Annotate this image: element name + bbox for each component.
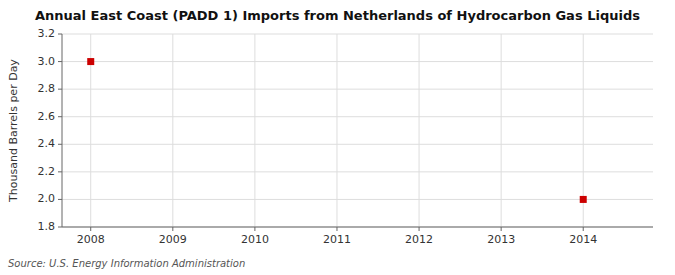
x-grid-line xyxy=(254,34,255,227)
y-tick xyxy=(58,61,62,62)
x-tick-label: 2014 xyxy=(569,233,597,246)
x-tick-label: 2008 xyxy=(77,233,105,246)
y-grid-line xyxy=(62,116,653,117)
x-tick-label: 2012 xyxy=(405,233,433,246)
y-grid-line xyxy=(62,227,653,228)
x-grid-line xyxy=(501,34,502,227)
title: Annual East Coast (PADD 1) Imports from … xyxy=(35,8,640,23)
y-grid-line xyxy=(62,171,653,172)
y-tick xyxy=(58,227,62,228)
x-tick xyxy=(172,227,173,231)
y-grid-line xyxy=(62,34,653,35)
x-tick xyxy=(90,227,91,231)
points xyxy=(87,58,587,203)
y-grid-line xyxy=(62,199,653,200)
y-tick xyxy=(58,116,62,117)
source: Source: U.S. Energy Information Administ… xyxy=(8,258,245,269)
axes: 1.8 2.0 2.2 2.4 2.6 2.8 3.0 3.2 2008 2009 2010 2011… xyxy=(38,27,654,246)
grid xyxy=(62,34,653,227)
y-tick-label: 2.2 xyxy=(38,165,56,178)
chart-container: 1.8 2.0 2.2 2.4 2.6 2.8 3.0 3.2 2008 2009 2010 2011… xyxy=(0,0,675,275)
point xyxy=(580,196,587,203)
x-tick xyxy=(501,227,502,231)
y-tick xyxy=(58,171,62,172)
x-tick-label: 2013 xyxy=(487,233,515,246)
x-grid-line xyxy=(172,34,173,227)
y-tick xyxy=(58,34,62,35)
chart-svg: 1.8 2.0 2.2 2.4 2.6 2.8 3.0 3.2 2008 2009 2010 2011… xyxy=(0,0,675,275)
y-tick-label: 3.2 xyxy=(38,27,56,40)
y-tick-label: 2.0 xyxy=(38,192,56,205)
page: {"chart_data": {"type": "scatter", "titl… xyxy=(0,0,675,275)
x-grid-line xyxy=(419,34,420,227)
y-tick xyxy=(58,89,62,90)
x-axis-line xyxy=(62,227,653,228)
y-tick-label: 2.4 xyxy=(38,137,56,150)
y-grid-line xyxy=(62,144,653,145)
x-tick-label: 2011 xyxy=(323,233,351,246)
y-tick-label: 2.6 xyxy=(38,110,56,123)
y-tick-label: 1.8 xyxy=(38,220,56,233)
x-tick xyxy=(254,227,255,231)
y-tick xyxy=(58,199,62,200)
y-tick-label: 2.8 xyxy=(38,82,56,95)
x-tick xyxy=(419,227,420,231)
y-tick-label: 3.0 xyxy=(38,55,56,68)
x-tick-label: 2009 xyxy=(159,233,187,246)
y-tick xyxy=(58,144,62,145)
x-grid-line xyxy=(336,34,337,227)
x-tick-label: 2010 xyxy=(241,233,269,246)
x-tick xyxy=(583,227,584,231)
x-tick xyxy=(336,227,337,231)
point xyxy=(87,58,94,65)
y-grid-line xyxy=(62,89,653,90)
y-axis-label: Thousand Barrels per Day xyxy=(7,59,20,203)
y-axis-line xyxy=(62,34,63,227)
y-grid-line xyxy=(62,61,653,62)
